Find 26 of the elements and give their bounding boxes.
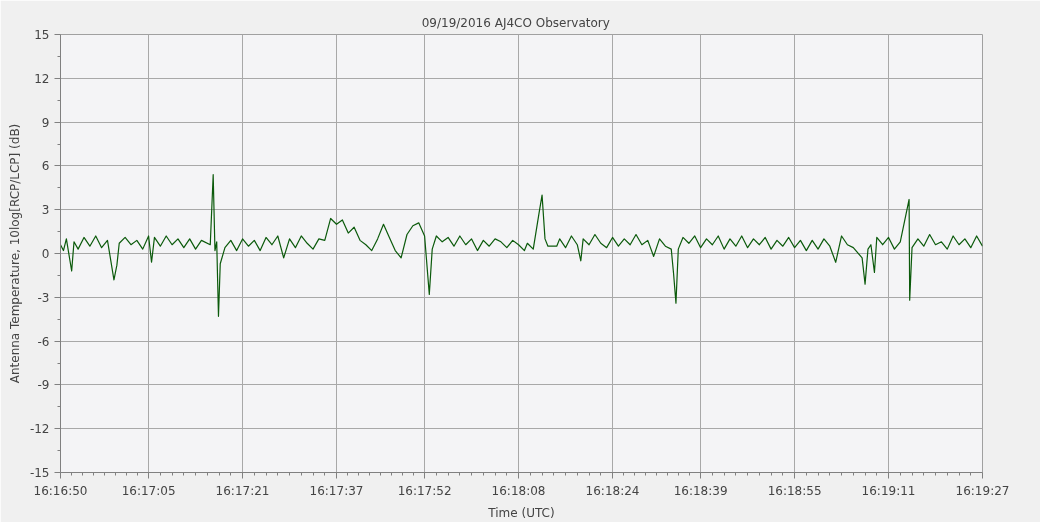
x-tick-label: 16:18:55 [767, 483, 822, 498]
x-tick-label: 16:18:39 [673, 483, 728, 498]
x-tick-label: 16:19:27 [955, 483, 1010, 498]
y-tick-label: 0 [41, 247, 50, 261]
y-tick-label: -3 [37, 290, 50, 305]
y-tick-label: -9 [37, 378, 50, 393]
y-tick-label: -15 [29, 466, 50, 480]
x-tick-label: 16:19:11 [861, 483, 916, 498]
x-tick-label: 16:16:50 [33, 483, 88, 498]
x-tick-label: 16:17:37 [309, 483, 364, 498]
chart-title: 09/19/2016 AJ4CO Observatory [421, 15, 610, 30]
x-tick-label: 16:18:24 [585, 483, 640, 498]
y-tick-label: 12 [34, 71, 50, 86]
line-series [60, 174, 983, 317]
y-tick-label: -12 [29, 422, 50, 437]
y-tick-label: 9 [41, 115, 50, 130]
y-tick-label: -6 [37, 334, 50, 349]
y-tick-label: 6 [41, 159, 50, 174]
x-axis-title: Time (UTC) [487, 505, 555, 520]
y-axis-title: Antenna Temperature, 10log[RCP/LCP] (dB) [7, 123, 22, 384]
x-tick-label: 16:17:21 [215, 483, 270, 498]
y-tick-label: 15 [34, 28, 50, 42]
x-tick-label: 16:17:05 [121, 483, 176, 498]
y-tick-label: 3 [41, 203, 50, 218]
x-tick-label: 16:17:52 [397, 483, 452, 498]
x-tick-label: 16:18:08 [491, 483, 546, 498]
